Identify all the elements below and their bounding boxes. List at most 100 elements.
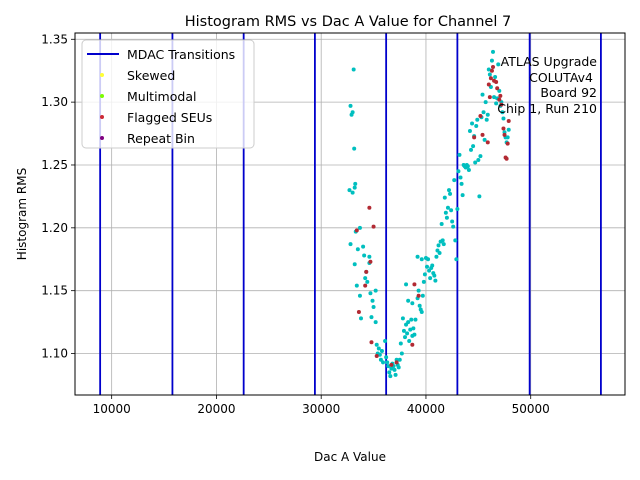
data-point	[487, 72, 492, 77]
seu-point	[367, 205, 372, 210]
data-point	[371, 305, 376, 310]
data-point	[352, 146, 357, 151]
data-point	[422, 272, 427, 277]
data-point	[434, 254, 439, 259]
y-tick-label: 1.15	[41, 284, 68, 298]
seu-point	[412, 282, 417, 287]
annotation-line-2: COLUTAv4	[529, 70, 593, 85]
data-point	[413, 317, 418, 322]
seu-point	[495, 86, 500, 91]
data-point	[384, 355, 389, 360]
data-point	[359, 316, 363, 321]
data-point	[432, 273, 437, 278]
data-point	[368, 291, 373, 296]
data-point	[357, 293, 362, 298]
x-tick-label: 50000	[512, 402, 550, 416]
data-point	[481, 110, 486, 115]
data-point	[506, 127, 511, 132]
data-point	[406, 320, 411, 325]
data-point	[453, 238, 458, 243]
data-point	[412, 332, 417, 337]
data-point	[377, 352, 382, 357]
seu-point	[480, 132, 485, 137]
legend-label-skewed: Skewed	[127, 68, 175, 83]
data-point	[430, 263, 435, 268]
seu-point	[389, 362, 394, 367]
data-point	[426, 257, 431, 262]
data-point	[449, 208, 454, 213]
annotation-line-1: ATLAS Upgrade	[501, 54, 598, 69]
data-point	[467, 129, 472, 134]
data-point	[400, 316, 405, 321]
seu-point	[364, 269, 369, 274]
chart-title: Histogram RMS vs Dac A Value for Channel…	[185, 14, 511, 30]
data-point	[392, 367, 397, 372]
seu-point	[501, 126, 506, 131]
seu-point	[494, 80, 499, 85]
data-point	[471, 144, 476, 149]
y-axis-label: Histogram RMS	[15, 168, 29, 260]
seu-point	[485, 140, 490, 145]
run-annotation: ATLAS Upgrade COLUTAv4 Board 92 Chip 1, …	[497, 54, 597, 116]
data-point	[348, 103, 353, 108]
legend-marker-repeat	[100, 136, 104, 140]
data-point	[459, 181, 464, 186]
data-point	[351, 67, 356, 72]
data-point	[457, 152, 462, 157]
seu-point	[502, 132, 507, 137]
data-point	[465, 164, 470, 169]
data-point	[370, 298, 375, 303]
data-point	[447, 188, 451, 193]
data-point	[376, 346, 381, 351]
grid	[75, 33, 625, 395]
data-point	[355, 247, 360, 252]
data-point	[484, 117, 489, 122]
legend-label-seu: Flagged SEUs	[127, 110, 212, 125]
data-point	[353, 181, 358, 186]
seu-point	[506, 118, 511, 123]
data-point	[491, 49, 495, 54]
data-point	[451, 224, 456, 229]
data-point	[411, 326, 416, 331]
data-point	[474, 124, 479, 129]
seu-point	[491, 64, 495, 69]
y-tick-label: 1.10	[41, 347, 68, 361]
data-point	[444, 215, 449, 220]
data-point	[476, 157, 481, 162]
data-point	[388, 374, 393, 379]
x-tick-label: 40000	[407, 402, 445, 416]
seu-point	[369, 340, 374, 345]
data-point	[408, 327, 413, 332]
data-point	[383, 338, 388, 343]
y-tick-label: 1.25	[41, 158, 68, 172]
seu-point	[368, 259, 373, 264]
legend-box	[81, 39, 255, 149]
data-point	[405, 331, 410, 336]
data-point	[409, 317, 414, 322]
data-point	[442, 195, 447, 200]
data-point	[386, 364, 391, 369]
data-point	[505, 135, 510, 140]
legend-label-multimodal: Multimodal	[127, 89, 196, 104]
legend-marker-skewed	[100, 73, 104, 77]
data-point	[347, 188, 352, 193]
data-point	[398, 341, 403, 346]
data-point	[379, 349, 384, 354]
data-point	[475, 117, 480, 122]
legend-label-mdac: MDAC Transitions	[127, 47, 235, 62]
data-point	[421, 279, 426, 284]
data-point	[367, 254, 372, 259]
legend: MDAC Transitions Skewed Multimodal Flagg…	[81, 39, 255, 149]
data-point	[381, 360, 385, 365]
data-point	[458, 175, 463, 180]
data-point	[450, 219, 455, 224]
data-point	[403, 335, 407, 340]
seu-point	[374, 354, 379, 359]
data-point	[406, 298, 411, 303]
data-point	[486, 67, 491, 72]
data-point	[437, 250, 442, 255]
data-point	[489, 58, 494, 63]
seu-point	[488, 76, 493, 81]
data-point	[500, 110, 505, 115]
